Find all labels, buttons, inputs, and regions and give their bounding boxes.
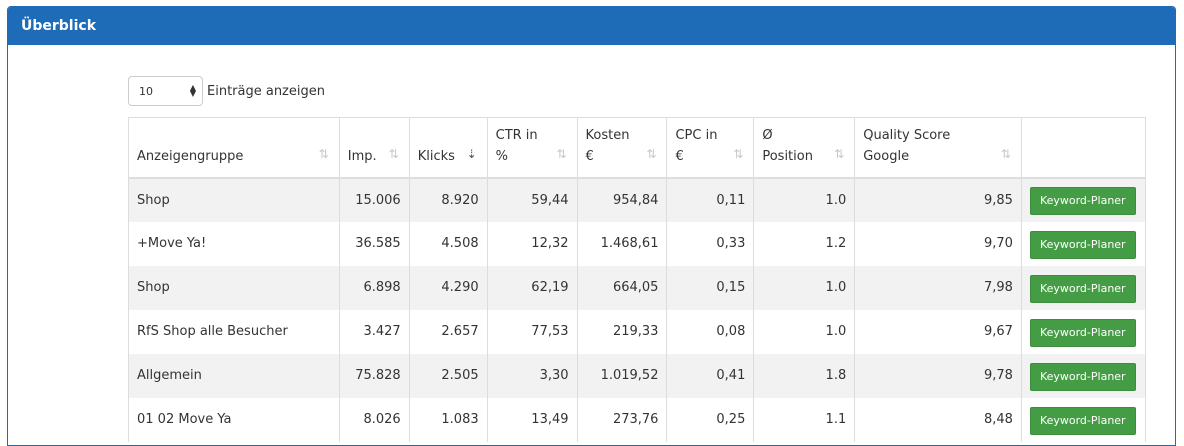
cell-position: 1.0 bbox=[753, 265, 856, 310]
cell-clicks: 4.290 bbox=[408, 265, 488, 310]
cell-action: Keyword-Planer bbox=[1020, 265, 1147, 310]
cell-ctr: 3,30 bbox=[486, 353, 578, 398]
cell-impressions: 75.828 bbox=[338, 353, 410, 398]
cell-action: Keyword-Planer bbox=[1020, 221, 1147, 266]
cell-adgroup: Allgemein bbox=[128, 353, 340, 398]
cell-cost: 664,05 bbox=[576, 265, 668, 310]
sort-icon: ⇅ bbox=[646, 146, 657, 161]
column-header-adgroup[interactable]: Anzeigengruppe ⇅ bbox=[128, 117, 340, 179]
cell-adgroup: Shop bbox=[128, 265, 340, 310]
column-header-quality-score[interactable]: Quality Score Google ⇅ bbox=[854, 117, 1022, 179]
sort-desc-icon: ⇣ bbox=[466, 146, 477, 161]
cell-adgroup: RfS Shop alle Besucher bbox=[128, 309, 340, 354]
cell-cpc: 0,33 bbox=[666, 221, 755, 266]
table-row: 01 02 Move Ya 8.026 1.083 13,49 273,76 0… bbox=[128, 397, 1147, 442]
sort-icon: ⇅ bbox=[388, 146, 399, 161]
cell-ctr: 12,32 bbox=[486, 221, 578, 266]
panel-title: Überblick bbox=[8, 7, 1175, 45]
table-row: +Move Ya! 36.585 4.508 12,32 1.468,61 0,… bbox=[128, 221, 1147, 266]
cell-position: 1.0 bbox=[753, 177, 856, 222]
overview-panel: Überblick 10 ▲ ▼ Einträge anzeigen Anzeig… bbox=[7, 6, 1176, 446]
column-header-ctr[interactable]: CTR in % ⇅ bbox=[486, 117, 578, 179]
cell-action: Keyword-Planer bbox=[1020, 309, 1147, 354]
table-row: Shop 15.006 8.920 59,44 954,84 0,11 1.0 … bbox=[128, 177, 1147, 222]
cell-impressions: 3.427 bbox=[338, 309, 410, 354]
cell-ctr: 13,49 bbox=[486, 397, 578, 442]
sort-icon: ⇅ bbox=[834, 146, 845, 161]
cell-cost: 219,33 bbox=[576, 309, 668, 354]
cell-cost: 273,76 bbox=[576, 397, 668, 442]
cell-position: 1.8 bbox=[753, 353, 856, 398]
cell-impressions: 15.006 bbox=[338, 177, 410, 222]
sort-icon: ⇅ bbox=[318, 146, 329, 161]
entries-label: Einträge anzeigen bbox=[207, 83, 325, 99]
cell-quality-score: 7,98 bbox=[854, 265, 1022, 310]
page-length-control: 10 ▲ ▼ Einträge anzeigen bbox=[128, 76, 325, 106]
cell-cpc: 0,41 bbox=[666, 353, 755, 398]
cell-impressions: 8.026 bbox=[338, 397, 410, 442]
cell-quality-score: 9,70 bbox=[854, 221, 1022, 266]
cell-action: Keyword-Planer bbox=[1020, 353, 1147, 398]
column-header-position[interactable]: Ø Position ⇅ bbox=[753, 117, 856, 179]
entries-per-page-select[interactable]: 10 ▲ ▼ bbox=[128, 76, 203, 106]
cell-ctr: 62,19 bbox=[486, 265, 578, 310]
cell-cpc: 0,08 bbox=[666, 309, 755, 354]
cell-quality-score: 8,48 bbox=[854, 397, 1022, 442]
column-header-cpc[interactable]: CPC in € ⇅ bbox=[666, 117, 755, 179]
sort-icon: ⇅ bbox=[733, 146, 744, 161]
keyword-planer-button[interactable]: Keyword-Planer bbox=[1029, 318, 1136, 347]
adgroup-table: Anzeigengruppe ⇅ Imp. ⇅ Klicks ⇣ CTR in … bbox=[128, 117, 1147, 442]
table-row: Shop 6.898 4.290 62,19 664,05 0,15 1.0 7… bbox=[128, 265, 1147, 310]
table-row: Allgemein 75.828 2.505 3,30 1.019,52 0,4… bbox=[128, 353, 1147, 398]
select-arrows-icon: ▲ ▼ bbox=[189, 83, 196, 98]
cell-adgroup: 01 02 Move Ya bbox=[128, 397, 340, 442]
column-header-impressions[interactable]: Imp. ⇅ bbox=[338, 117, 410, 179]
cell-clicks: 2.505 bbox=[408, 353, 488, 398]
cell-position: 1.0 bbox=[753, 309, 856, 354]
keyword-planer-button[interactable]: Keyword-Planer bbox=[1029, 187, 1136, 215]
cell-impressions: 36.585 bbox=[338, 221, 410, 266]
sort-icon: ⇅ bbox=[1000, 146, 1011, 161]
cell-action: Keyword-Planer bbox=[1020, 397, 1147, 442]
column-header-cost[interactable]: Kosten € ⇅ bbox=[576, 117, 668, 179]
cell-ctr: 77,53 bbox=[486, 309, 578, 354]
column-header-clicks[interactable]: Klicks ⇣ bbox=[408, 117, 488, 179]
cell-cost: 1.468,61 bbox=[576, 221, 668, 266]
cell-cpc: 0,11 bbox=[666, 177, 755, 222]
cell-position: 1.1 bbox=[753, 397, 856, 442]
cell-clicks: 8.920 bbox=[408, 177, 488, 222]
keyword-planer-button[interactable]: Keyword-Planer bbox=[1029, 362, 1136, 391]
cell-quality-score: 9,67 bbox=[854, 309, 1022, 354]
entries-per-page-value: 10 bbox=[139, 84, 153, 98]
cell-clicks: 4.508 bbox=[408, 221, 488, 266]
cell-cost: 1.019,52 bbox=[576, 353, 668, 398]
cell-quality-score: 9,78 bbox=[854, 353, 1022, 398]
cell-adgroup: +Move Ya! bbox=[128, 221, 340, 266]
keyword-planer-button[interactable]: Keyword-Planer bbox=[1029, 274, 1136, 303]
cell-quality-score: 9,85 bbox=[854, 177, 1022, 222]
cell-cpc: 0,25 bbox=[666, 397, 755, 442]
cell-clicks: 2.657 bbox=[408, 309, 488, 354]
table-row: RfS Shop alle Besucher 3.427 2.657 77,53… bbox=[128, 309, 1147, 354]
cell-cpc: 0,15 bbox=[666, 265, 755, 310]
cell-impressions: 6.898 bbox=[338, 265, 410, 310]
cell-adgroup: Shop bbox=[128, 177, 340, 222]
cell-clicks: 1.083 bbox=[408, 397, 488, 442]
keyword-planer-button[interactable]: Keyword-Planer bbox=[1029, 230, 1136, 259]
cell-cost: 954,84 bbox=[576, 177, 668, 222]
table-header-row: Anzeigengruppe ⇅ Imp. ⇅ Klicks ⇣ CTR in … bbox=[128, 117, 1147, 179]
keyword-planer-button[interactable]: Keyword-Planer bbox=[1029, 406, 1136, 435]
cell-action: Keyword-Planer bbox=[1020, 177, 1147, 222]
sort-icon: ⇅ bbox=[556, 146, 567, 161]
cell-position: 1.2 bbox=[753, 221, 856, 266]
cell-ctr: 59,44 bbox=[486, 177, 578, 222]
column-header-actions bbox=[1020, 117, 1147, 179]
